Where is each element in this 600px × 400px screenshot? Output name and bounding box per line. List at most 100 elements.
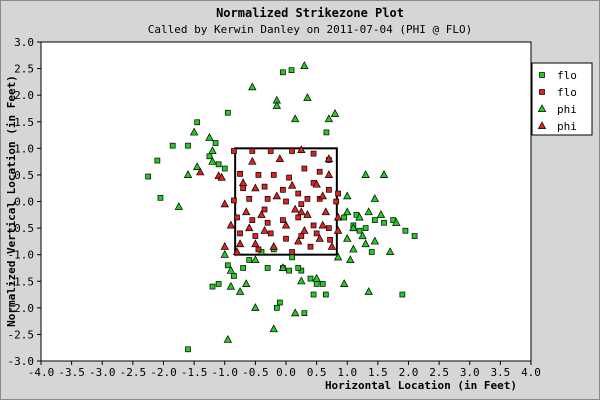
flo-green-square-marker [288,67,295,74]
y-axis-label: Normalized Vertical Location (in Feet) [5,75,18,327]
flo-red-square-marker [326,225,332,231]
flo-green-square-marker [215,281,222,287]
phi-red-triangle-marker [260,226,269,234]
flo-red-square-marker [316,168,323,175]
phi-red-triangle-marker [318,191,327,200]
flo-red-square-marker [246,195,253,202]
flo-green-square-marker [295,265,302,271]
chart-subtitle: Called by Kerwin Danley on 2011-07-04 (P… [148,23,473,36]
flo-green-square-marker [411,233,418,239]
phi-green-triangle-marker [223,334,232,343]
flo-red-square-marker [280,186,286,193]
flo-red-square-marker [261,206,268,213]
phi-red-triangle-marker [251,239,260,248]
flo-green-square-marker [368,249,375,255]
flo-green-square-marker [185,346,191,353]
phi-red-triangle-marker [272,191,281,200]
phi-red-triangle-marker [333,226,343,234]
flo-green-square-marker [169,142,176,149]
flo-green-square-marker [240,265,246,271]
phi-green-triangle-marker [324,114,334,123]
x-tick-label: -3.5 [58,366,85,379]
flo-green-square-marker [194,119,201,126]
phi-green-triangle-marker [242,279,251,287]
phi-green-triangle-marker [312,273,321,282]
flo-green-square-marker [273,304,280,311]
phi-green-triangle-marker [272,101,281,109]
flo-red-square-marker [298,201,305,208]
phi-green-triangle-marker [208,146,217,155]
x-tick-label: -1.5 [181,366,208,379]
phi-green-triangle-marker [300,61,309,69]
x-tick-label: 4.0 [521,366,541,379]
y-tick-label: 1.0 [14,142,34,155]
flo-green-square-marker [399,291,406,298]
phi-green-triangle-marker [291,308,300,317]
flo-green-square-marker [224,109,231,116]
flo-red-square-marker [326,186,332,193]
phi-red-triangle-marker [315,233,324,242]
phi-green-triangle-marker [358,231,367,240]
flo-red-square-marker [255,172,262,178]
flo-green-square-marker [280,69,286,76]
y-tick-label: 0.5 [14,169,34,182]
flo-red-square-marker [283,198,289,205]
x-tick-label: 2.0 [399,366,419,379]
phi-green-triangle-marker [297,276,306,285]
phi-red-triangle-marker [232,247,242,256]
phi-green-triangle-marker [361,239,370,248]
phi-red-triangle-marker [220,241,229,250]
watermark-text: BrooksBaseball.net [381,341,523,356]
flo-green-square-marker [402,227,409,234]
phi-red-triangle-marker [321,207,330,216]
phi-green-triangle-marker [303,93,312,101]
phi-green-triangle-marker [278,263,288,272]
flo-green-square-marker [307,275,314,282]
phi-green-triangle-marker [355,212,364,221]
phi-green-triangle-marker [349,244,358,253]
pitch-markers [145,61,418,353]
flo-red-square-marker [237,171,243,177]
phi-green-triangle-marker [251,303,260,311]
phi-green-triangle-marker [361,170,370,178]
flo-red-square-marker [310,222,317,229]
phi-red-triangle-marker [220,199,229,208]
flo-red-square-marker [231,148,237,154]
flo-green-square-marker [224,262,231,269]
flo-red-square-marker [335,190,341,197]
phi-red-triangle-marker [248,156,257,165]
flo-red-square-marker [252,233,259,239]
flo-green-square-marker [371,217,378,223]
x-tick-label: -1.0 [212,366,239,379]
legend: flo flo phi phi [531,62,593,136]
phi-red-triangle-marker [324,154,334,163]
flo-red-square-marker [289,249,295,255]
phi-green-triangle-marker [349,223,358,232]
flo-red-square-marker [231,197,237,204]
phi-green-triangle-marker [392,218,401,226]
phi-red-triangle-marker [297,207,306,216]
phi-green-triangle-marker [251,255,260,264]
x-tick-label: -0.5 [242,366,269,379]
phi-green-triangle-marker [370,194,379,202]
flo-green-square-marker [289,254,295,261]
flo-green-square-marker [341,214,348,221]
phi-red-triangle-marker [303,210,312,218]
phi-green-triangle-marker [343,233,352,242]
flo-green-square-marker [185,142,191,149]
flo-red-square-marker [286,174,292,181]
flo-red-square-marker [304,195,311,202]
flo-green-square-marker [145,173,152,180]
phi-red-triangle-marker [312,179,321,188]
x-tick-label: -2.5 [120,366,147,379]
phi-green-triangle-marker [220,249,229,258]
flo-red-square-marker [267,230,274,237]
x-tick-label: -2.0 [150,366,177,379]
flo-red-square-marker [295,190,302,197]
y-tick-label: -0.5 [8,222,35,235]
x-tick-label: 3.5 [490,366,510,379]
phi-red-triangle-marker [281,220,291,229]
y-tick-label: -2.0 [8,302,35,315]
legend-label: flo [557,86,577,99]
